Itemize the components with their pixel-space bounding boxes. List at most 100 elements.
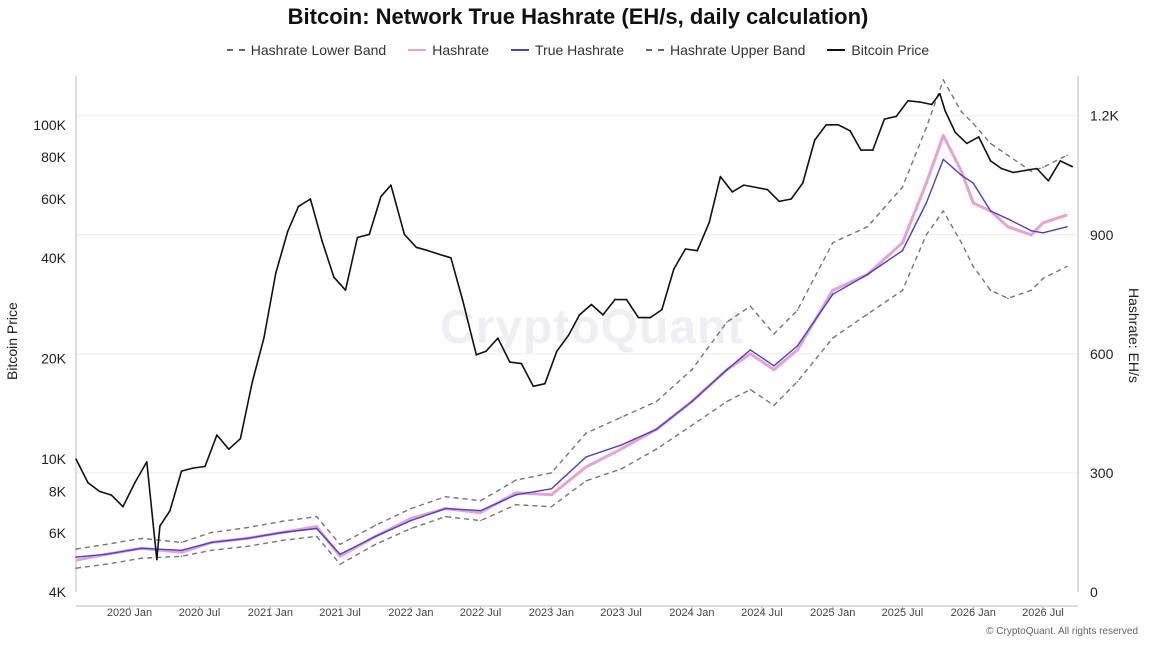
point-bitcoin-price-48 [625, 298, 628, 301]
point-hashrate-lower-band-23 [831, 337, 834, 339]
point-hashrate-lower-band-24 [866, 313, 869, 315]
point-hashrate-lower-band-8 [339, 563, 341, 566]
point-bitcoin-price-50 [649, 316, 652, 319]
point-bitcoin-price-78 [965, 142, 968, 145]
point-true-hashrate-24 [866, 273, 869, 276]
point-bitcoin-price-28 [390, 184, 392, 186]
point-hashrate-25 [901, 241, 904, 244]
point-hashrate-31 [1007, 226, 1009, 228]
legend-item-true-hashrate[interactable]: True Hashrate [511, 42, 624, 58]
point-bitcoin-price-58 [743, 184, 745, 186]
point-hashrate-lower-band-21 [773, 404, 775, 407]
point-hashrate-lower-band-18 [691, 424, 693, 427]
point-hashrate-lower-band-14 [550, 505, 553, 508]
axes [75, 76, 1079, 610]
point-bitcoin-price-29 [403, 233, 406, 236]
point-bitcoin-price-64 [813, 139, 816, 141]
point-true-hashrate-21 [773, 364, 775, 367]
point-hashrate-upper-band-30 [989, 142, 992, 145]
point-bitcoin-price-53 [684, 248, 687, 250]
legend-item-lower-band[interactable]: Hashrate Lower Band [226, 42, 386, 58]
point-bitcoin-price-17 [263, 337, 265, 339]
point-bitcoin-price-65 [825, 124, 828, 126]
right-tick-label-2: 600 [1090, 346, 1114, 362]
point-hashrate-20 [749, 353, 752, 355]
point-bitcoin-price-63 [801, 182, 804, 184]
legend-label-true-hashrate: True Hashrate [535, 42, 624, 58]
point-bitcoin-price-31 [427, 249, 430, 252]
point-hashrate-upper-band-12 [479, 499, 482, 502]
point-true-hashrate-18 [691, 400, 693, 403]
point-bitcoin-price-83 [1024, 169, 1026, 172]
point-bitcoin-price-38 [509, 361, 511, 363]
point-true-hashrate-16 [620, 444, 622, 446]
point-bitcoin-price-9 [169, 509, 171, 512]
point-bitcoin-price-34 [461, 298, 464, 301]
point-true-hashrate-32 [1030, 230, 1033, 232]
point-bitcoin-price-30 [415, 246, 418, 249]
x-tick-label-11: 2025 Jul [882, 607, 924, 619]
point-bitcoin-price-43 [567, 334, 570, 336]
point-hashrate-lower-band-22 [796, 380, 799, 383]
point-bitcoin-price-11 [192, 467, 195, 469]
point-hashrate-lower-band-11 [444, 515, 447, 518]
point-bitcoin-price-75 [939, 92, 941, 95]
point-true-hashrate-26 [925, 202, 928, 204]
legend-swatch-bitcoin-price [827, 49, 846, 51]
point-bitcoin-price-80 [989, 160, 992, 162]
legend-item-hashrate[interactable]: Hashrate [408, 42, 489, 58]
point-bitcoin-price-52 [673, 268, 675, 270]
x-tick-label-3: 2021 Jul [319, 607, 361, 619]
series-layer [75, 79, 1074, 569]
point-bitcoin-price-32 [438, 253, 440, 256]
point-hashrate-lower-band-33 [1042, 277, 1044, 280]
chart-title: Bitcoin: Network True Hashrate (EH/s, da… [287, 4, 869, 29]
point-bitcoin-price-42 [555, 350, 558, 353]
point-hashrate-upper-band-24 [866, 226, 869, 228]
point-bitcoin-price-59 [755, 186, 757, 189]
point-hashrate-lower-band-12 [479, 519, 482, 522]
point-bitcoin-price-25 [356, 236, 359, 239]
point-bitcoin-price-79 [977, 136, 980, 138]
point-bitcoin-price-27 [380, 195, 382, 198]
point-true-hashrate-29 [972, 182, 975, 184]
right-tick-label-4: 1.2K [1090, 108, 1119, 124]
x-tick-label-0: 2020 Jan [107, 607, 152, 619]
point-hashrate-upper-band-2 [140, 537, 143, 540]
point-bitcoin-price-67 [849, 129, 851, 132]
point-true-hashrate-23 [831, 293, 834, 296]
point-bitcoin-price-71 [895, 115, 898, 118]
point-hashrate-21 [773, 368, 775, 371]
point-bitcoin-price-21 [309, 198, 312, 200]
legend-label-bitcoin-price: Bitcoin Price [851, 42, 930, 58]
point-hashrate-12 [479, 511, 482, 514]
point-hashrate-upper-band-26 [925, 126, 928, 129]
point-hashrate-upper-band-28 [960, 110, 963, 113]
point-hashrate-13 [515, 491, 517, 494]
point-bitcoin-price-12 [204, 465, 206, 468]
point-hashrate-lower-band-16 [620, 468, 622, 470]
point-true-hashrate-3 [180, 549, 183, 552]
point-hashrate-lower-band-31 [1007, 297, 1009, 300]
point-hashrate-upper-band-18 [691, 368, 693, 371]
point-bitcoin-price-60 [766, 188, 769, 191]
point-hashrate-upper-band-4 [210, 531, 213, 534]
point-hashrate-lower-band-6 [281, 539, 284, 542]
point-bitcoin-price-81 [1000, 167, 1003, 170]
point-bitcoin-price-39 [520, 362, 523, 365]
point-bitcoin-price-5 [134, 481, 136, 484]
point-hashrate-upper-band-9 [374, 524, 377, 527]
point-bitcoin-price-36 [485, 350, 487, 353]
point-true-hashrate-22 [796, 345, 799, 347]
legend-item-upper-band[interactable]: Hashrate Upper Band [645, 42, 805, 58]
point-true-hashrate-9 [374, 535, 377, 538]
point-bitcoin-price-57 [731, 191, 734, 193]
tick-labels: 4K 6K 8K 10K 20K 40K 60K 80K 100K 0 300 600 900 1.2K 2… [33, 108, 1119, 619]
point-bitcoin-price-77 [954, 131, 957, 134]
legend-item-bitcoin-price[interactable]: Bitcoin Price [827, 42, 929, 58]
point-hashrate-7 [315, 525, 318, 528]
point-hashrate-32 [1030, 233, 1033, 236]
point-true-hashrate-0 [75, 556, 77, 558]
left-tick-label-6: 60K [41, 191, 67, 207]
